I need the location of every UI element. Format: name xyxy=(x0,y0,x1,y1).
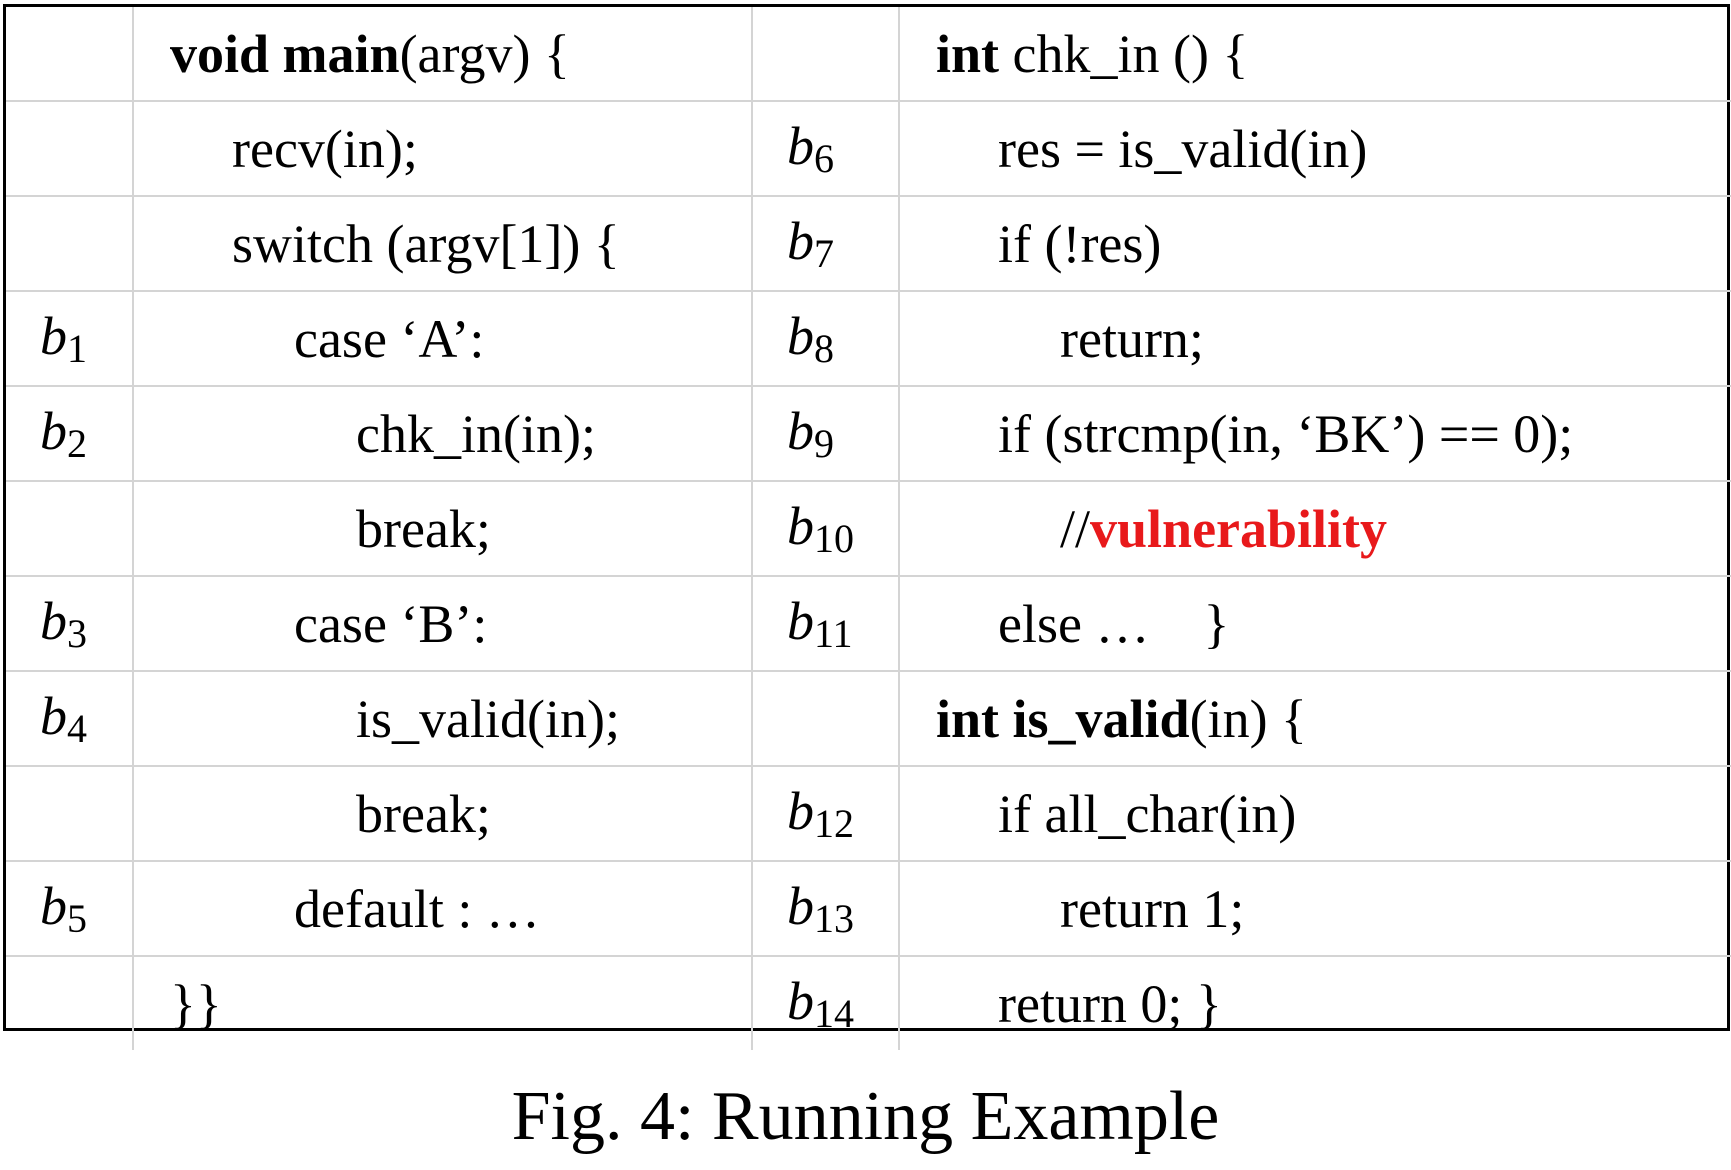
comment-marker: // xyxy=(1060,498,1091,559)
table-row: b3 case ‘B’: b11 else … } xyxy=(6,575,1731,672)
block-label-right: b10 xyxy=(751,480,900,577)
table-row: void main(argv) { int chk_in () { xyxy=(6,7,1731,102)
block-label-right: b6 xyxy=(751,100,900,197)
block-label-left xyxy=(6,7,134,102)
block-label-left: b5 xyxy=(6,860,134,957)
code-line-right: int is_valid(in) { xyxy=(898,670,1731,767)
table-row: break; b10 //vulnerability xyxy=(6,480,1731,577)
table-row: recv(in); b6 res = is_valid(in) xyxy=(6,100,1731,197)
code-line-right: return 0; } xyxy=(898,955,1731,1050)
block-label-right: b12 xyxy=(751,765,900,862)
table-row: b5 default : … b13 return 1; xyxy=(6,860,1731,957)
code-line-right: if (strcmp(in, ‘BK’) == 0); xyxy=(898,385,1731,482)
code-line-left: case ‘B’: xyxy=(132,575,753,672)
table-row: }} b14 return 0; } xyxy=(6,955,1731,1050)
table-row: b4 is_valid(in); int is_valid(in) { xyxy=(6,670,1731,767)
code-line-right: res = is_valid(in) xyxy=(898,100,1731,197)
code-line-right: //vulnerability xyxy=(898,480,1731,577)
code-line-right: return; xyxy=(898,290,1731,387)
block-label-right: b8 xyxy=(751,290,900,387)
code-line-left: break; xyxy=(132,480,753,577)
vulnerability-label: vulnerability xyxy=(1090,498,1388,559)
table-row: break; b12 if all_char(in) xyxy=(6,765,1731,862)
code-line-left: }} xyxy=(132,955,753,1050)
code-line-left: default : … xyxy=(132,860,753,957)
code-line-right: return 1; xyxy=(898,860,1731,957)
block-label-left xyxy=(6,955,134,1050)
block-label-left: b3 xyxy=(6,575,134,672)
code-line-left: recv(in); xyxy=(132,100,753,197)
block-label-right: b9 xyxy=(751,385,900,482)
code-line-left: switch (argv[1]) { xyxy=(132,195,753,292)
block-label-left xyxy=(6,100,134,197)
block-label-left xyxy=(6,765,134,862)
block-label-right xyxy=(751,7,900,102)
table-row: b2 chk_in(in); b9 if (strcmp(in, ‘BK’) =… xyxy=(6,385,1731,482)
code-line-left: void main(argv) { xyxy=(132,7,753,102)
block-label-right: b14 xyxy=(751,955,900,1050)
block-label-left xyxy=(6,480,134,577)
block-label-right: b13 xyxy=(751,860,900,957)
code-line-right: if all_char(in) xyxy=(898,765,1731,862)
block-label-left: b2 xyxy=(6,385,134,482)
code-line-right: if (!res) xyxy=(898,195,1731,292)
figure-caption: Fig. 4: Running Example xyxy=(511,1078,1220,1155)
block-label-left: b1 xyxy=(6,290,134,387)
code-line-right: int chk_in () { xyxy=(898,7,1731,102)
table-row: switch (argv[1]) { b7 if (!res) xyxy=(6,195,1731,292)
table-row: b1 case ‘A’: b8 return; xyxy=(6,290,1731,387)
code-table: void main(argv) { int chk_in () { recv(i… xyxy=(3,4,1731,1050)
block-label-right: b11 xyxy=(751,575,900,672)
code-line-right: else … } xyxy=(898,575,1731,672)
block-label-right xyxy=(751,670,900,767)
code-line-left: chk_in(in); xyxy=(132,385,753,482)
block-label-left xyxy=(6,195,134,292)
block-label-right: b7 xyxy=(751,195,900,292)
code-line-left: break; xyxy=(132,765,753,862)
code-listing: void main(argv) { int chk_in () { recv(i… xyxy=(6,7,1731,1050)
block-label-left: b4 xyxy=(6,670,134,767)
code-line-left: is_valid(in); xyxy=(132,670,753,767)
code-line-left: case ‘A’: xyxy=(132,290,753,387)
